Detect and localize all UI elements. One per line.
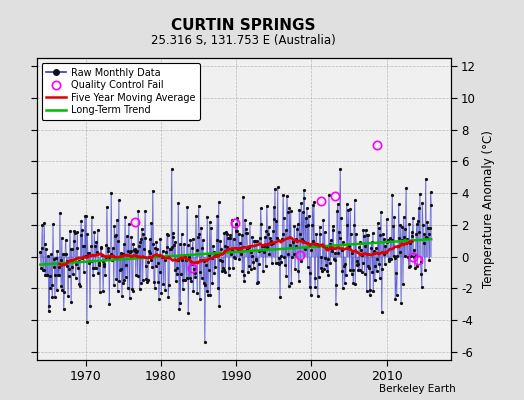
Text: CURTIN SPRINGS: CURTIN SPRINGS — [171, 18, 316, 33]
Text: 25.316 S, 131.753 E (Australia): 25.316 S, 131.753 E (Australia) — [151, 34, 336, 47]
Y-axis label: Temperature Anomaly (°C): Temperature Anomaly (°C) — [482, 130, 495, 288]
Text: Berkeley Earth: Berkeley Earth — [379, 384, 456, 394]
Legend: Raw Monthly Data, Quality Control Fail, Five Year Moving Average, Long-Term Tren: Raw Monthly Data, Quality Control Fail, … — [41, 63, 200, 120]
